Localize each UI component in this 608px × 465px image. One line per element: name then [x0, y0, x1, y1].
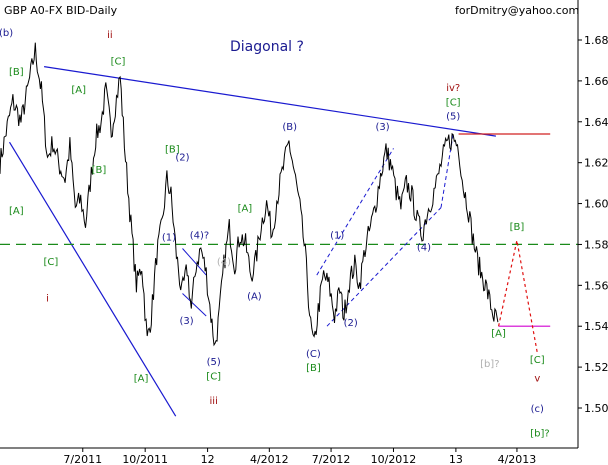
- y-tick-label: 1.68: [584, 34, 608, 47]
- y-tick-label: 1.50: [584, 402, 608, 415]
- y-tick-label: 1.56: [584, 279, 608, 292]
- wave-label: (4): [217, 257, 231, 268]
- y-tick-label: 1.58: [584, 238, 608, 251]
- chart-title: Diagonal ?: [230, 39, 304, 55]
- x-tick-label: 7/2011: [63, 453, 102, 465]
- y-tick-label: 1.62: [584, 157, 608, 170]
- wave-label: (B): [282, 122, 297, 133]
- wave-label: (4)?: [190, 230, 209, 241]
- wedge-line-9: [182, 293, 207, 317]
- wave-label: (2): [344, 318, 358, 329]
- wave-label: (C): [306, 349, 321, 360]
- wave-label: [b]?: [480, 359, 499, 370]
- wave-label: [C]: [530, 355, 545, 366]
- wave-label: [C]: [206, 371, 221, 382]
- wave-label: i: [46, 294, 49, 305]
- wave-label: (b): [0, 28, 13, 39]
- wave-label: [C]: [111, 57, 126, 68]
- wave-label: [B]: [92, 165, 107, 176]
- wave-label: (5): [207, 357, 221, 368]
- wave-label: (1): [162, 232, 176, 243]
- channel-line-8: [440, 133, 454, 208]
- wedge-line-10: [182, 248, 207, 276]
- wave-label: [B]: [510, 222, 525, 233]
- y-tick-label: 1.66: [584, 75, 608, 88]
- wave-label: [A]: [238, 204, 253, 215]
- wave-label: v: [534, 373, 540, 384]
- wave-label: [A]: [134, 373, 149, 384]
- wave-label: [A]: [9, 206, 24, 217]
- wave-label: (2): [175, 153, 189, 164]
- y-tick-label: 1.60: [584, 198, 608, 211]
- wave-label: (A): [247, 292, 262, 303]
- wave-label: (5): [446, 112, 460, 123]
- wave-label: iii: [210, 396, 218, 407]
- wave-label: [C]: [44, 257, 59, 268]
- wave-label: (1): [330, 230, 344, 241]
- trendline-line-1: [8, 141, 177, 417]
- x-tick-label: 12: [201, 453, 215, 465]
- x-tick-label: 13: [449, 453, 463, 465]
- x-tick-label: 10/2012: [371, 453, 417, 465]
- price-series: [0, 42, 499, 347]
- wave-label: (4): [417, 243, 431, 254]
- instrument-label: GBP A0-FX BID-Daily: [4, 4, 118, 17]
- wave-labels: (b) ii[B][C][A][B][A][C]i[A][B](2)(1) (4)?…: [0, 28, 550, 440]
- wave-label: iv?: [446, 83, 460, 94]
- wave-label: [b]?: [530, 429, 549, 440]
- x-tick-label: 7/2012: [312, 453, 351, 465]
- wave-label: [B]: [306, 363, 321, 374]
- x-tick-label: 4/2012: [250, 453, 289, 465]
- projection-line-5: [498, 240, 538, 353]
- x-tick-label: 4/2013: [498, 453, 537, 465]
- wave-label: [B]: [165, 144, 180, 155]
- wave-label: [A]: [71, 85, 86, 96]
- price-line: [0, 42, 499, 347]
- wave-label: [C]: [446, 97, 461, 108]
- wave-label: (3): [180, 316, 194, 327]
- x-tick-label: 10/2011: [122, 453, 168, 465]
- wave-label: (3): [376, 122, 390, 133]
- wave-label: [A]: [491, 328, 506, 339]
- y-tick-label: 1.64: [584, 116, 608, 129]
- wave-label: (c): [531, 404, 544, 415]
- wave-label: ii: [107, 30, 113, 41]
- y-tick-label: 1.54: [584, 320, 608, 333]
- author-label: forDmitry@yahoo.com: [455, 4, 579, 17]
- y-tick-label: 1.52: [584, 361, 608, 374]
- channel-line-6: [316, 148, 394, 276]
- wave-label: [B]: [9, 67, 24, 78]
